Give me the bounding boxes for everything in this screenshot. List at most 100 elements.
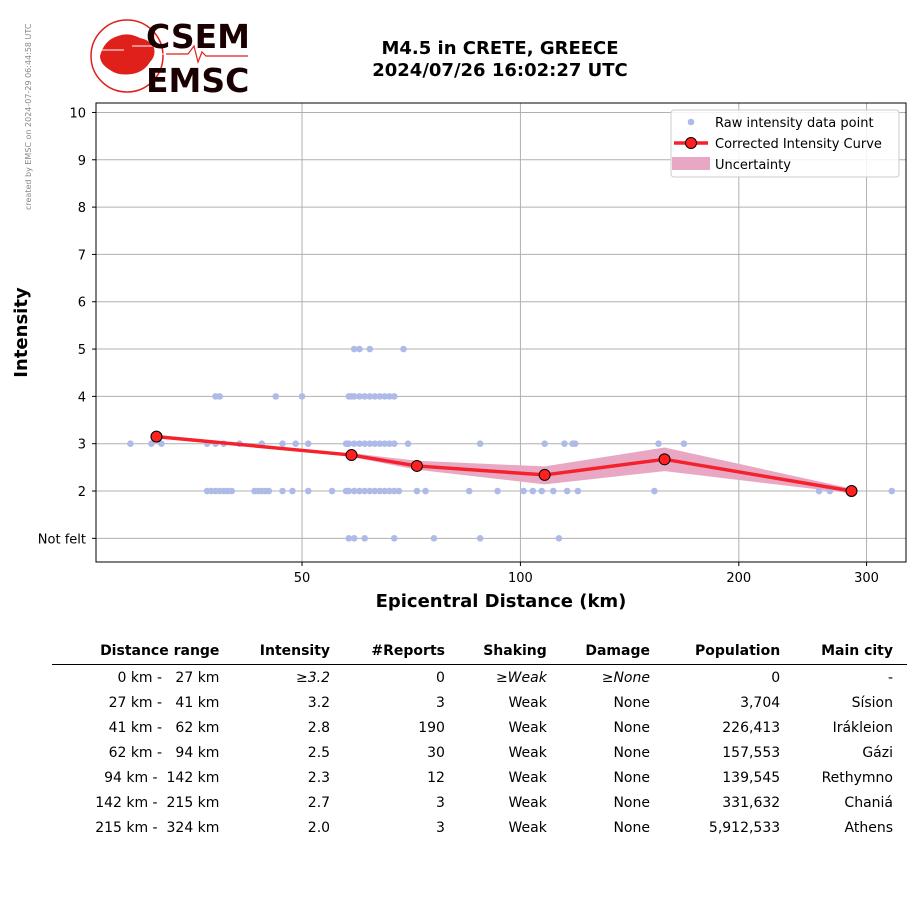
table-cell: ≥None [601, 669, 650, 686]
raw-data-point [216, 393, 223, 400]
table-cell: 3 [436, 794, 445, 811]
table-header-cell: Shaking [458, 640, 561, 665]
raw-data-point [289, 487, 296, 495]
raw-data-point [680, 440, 688, 448]
raw-data-point [400, 345, 407, 353]
table-cell: None [613, 819, 650, 836]
table-cell: 0 [436, 669, 445, 686]
raw-data-point [228, 487, 236, 495]
table-header-cell: Population [663, 640, 795, 665]
raw-data-point [350, 535, 358, 542]
table-cell: 2.3 [307, 769, 331, 786]
table-header-cell: Main city [794, 640, 907, 665]
raw-data-point [345, 440, 353, 448]
table-cell: 5,912,533 [708, 819, 781, 836]
raw-data-point [655, 440, 662, 448]
raw-data-point [888, 487, 896, 495]
raw-data-point [356, 440, 363, 448]
chart-title-datetime: 2024/07/26 16:02:27 UTC [372, 60, 628, 81]
curve-marker [345, 449, 358, 462]
raw-data-point [381, 440, 388, 448]
raw-data-point [366, 440, 374, 448]
raw-data-point [158, 440, 165, 448]
raw-data-point [376, 393, 384, 400]
table-cell: 139,545 [722, 769, 781, 786]
table-cell: 157,553 [722, 744, 781, 761]
raw-data-point [279, 440, 286, 448]
raw-data-point [563, 487, 571, 495]
raw-data-point [430, 535, 438, 542]
raw-data-point [413, 487, 421, 495]
raw-data-point [390, 535, 398, 542]
table-cell: Athens [844, 819, 893, 836]
table-header-cell: Intensity [233, 640, 345, 665]
table-cell: 0 [771, 669, 781, 686]
raw-data-point [127, 440, 134, 448]
table-header-cell: Distance range [52, 640, 234, 665]
csem-emsc-logo: CSEM EMSC [90, 17, 250, 100]
y-tick-label: 8 [78, 201, 86, 216]
raw-data-point [356, 487, 363, 495]
table-cell: None [613, 744, 650, 761]
table-cell: Weak [508, 794, 547, 811]
legend-uncertainty-swatch [672, 157, 710, 170]
raw-data-point [376, 487, 384, 495]
legend-curve-marker [685, 137, 697, 149]
legend-label: Raw intensity data point [715, 116, 874, 131]
raw-data-point [815, 487, 823, 495]
table-cell: 41 km - 62 km [108, 719, 220, 736]
curve-marker [150, 430, 163, 443]
curve-marker [845, 485, 858, 498]
raw-data-point [465, 487, 473, 495]
legend-raw-swatch [687, 118, 695, 126]
table-cell: ≥3.2 [296, 669, 331, 686]
x-axis-label: Epicentral Distance (km) [376, 591, 627, 612]
y-tick-label: 4 [78, 390, 86, 405]
uncertainty-layer [351, 447, 852, 494]
y-tick-label: 7 [78, 248, 86, 263]
y-tick-label: 10 [69, 106, 86, 121]
raw-data-point [361, 535, 368, 542]
y-tick-label: Not felt [38, 532, 86, 547]
creation-note-text: created by EMSC on 2024-07-29 06:44:58 U… [24, 23, 33, 210]
table-cell: Irákleion [832, 719, 893, 736]
raw-data-point [541, 440, 548, 448]
legend-box [670, 109, 900, 178]
raw-data-point [350, 393, 358, 400]
raw-data-point [529, 487, 537, 495]
table-cell: 27 km - 41 km [108, 694, 220, 711]
raw-data-point [361, 487, 368, 495]
table-cell: Rethymno [821, 769, 893, 786]
grid [96, 103, 906, 562]
table-row: 142 km - 215 km 2.7 3 Weak None 331,632 Chaniá [52, 790, 907, 815]
table-cell: None [613, 694, 650, 711]
raw-data-point [395, 487, 403, 495]
table-cell: 3 [436, 694, 445, 711]
table-row: 0 km - 27 km ≥3.2 0 ≥Weak ≥None 0 - [52, 665, 907, 691]
curve-layer [150, 430, 858, 498]
y-tick-label: 6 [78, 296, 86, 311]
table-row: 94 km - 142 km 2.3 12 Weak None 139,545 Rethym… [52, 765, 907, 790]
raw-data-point [366, 487, 374, 495]
table-cell: Weak [508, 694, 547, 711]
intensity-summary-table: Distance range Intensity #Reports Shaking Da… [52, 640, 907, 840]
uncertainty-band [351, 447, 852, 494]
table-cell: 2.5 [307, 744, 331, 761]
x-tick-label: 100 [508, 571, 533, 586]
raw-data-point [366, 393, 374, 400]
table-cell: Gázi [862, 744, 893, 761]
table-cell: None [613, 794, 650, 811]
table-row: 62 km - 94 km 2.5 30 Weak None 157,553 Gázi [52, 740, 907, 765]
raw-data-point [265, 487, 273, 495]
raw-data-point [555, 535, 563, 542]
table-cell: Weak [508, 719, 547, 736]
raw-data-point [390, 393, 398, 400]
axis-ticks: Not felt 2 3 4 5 6 7 8 9 10 50 100 200 300 [38, 106, 879, 586]
raw-data-point [422, 487, 429, 495]
table-cell: 190 [418, 719, 445, 736]
raw-data-point [345, 535, 353, 542]
table-cell: None [613, 769, 650, 786]
raw-data-point [350, 440, 358, 448]
table-cell: 215 km - 324 km [95, 819, 220, 836]
table-cell: Sísion [851, 694, 893, 711]
